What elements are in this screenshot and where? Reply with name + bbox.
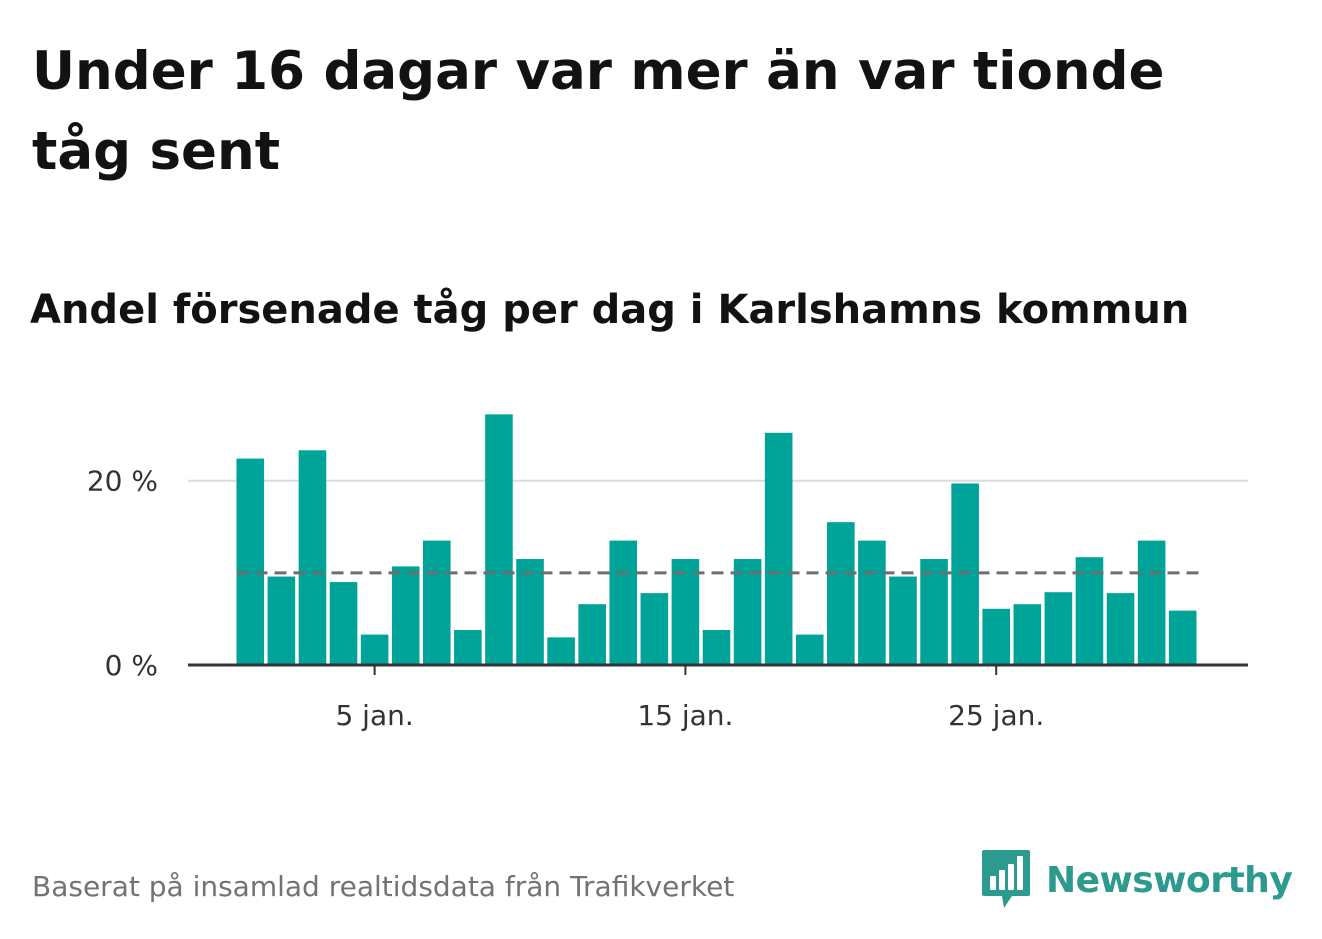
- bar: [1013, 604, 1042, 665]
- bar: [858, 540, 886, 665]
- brand-logo: Newsworthy: [980, 848, 1293, 912]
- bar: [609, 540, 638, 665]
- bar: [578, 604, 606, 665]
- bar: [1044, 592, 1073, 665]
- bar: [454, 629, 482, 665]
- x-tick-label: 15 jan.: [637, 699, 733, 732]
- bar: [329, 582, 358, 665]
- newsworthy-logo-icon: [982, 850, 1030, 908]
- bars: [236, 414, 1197, 665]
- bar: [516, 559, 544, 665]
- bar: [236, 458, 265, 665]
- bar: [671, 559, 700, 665]
- bar: [1106, 593, 1135, 665]
- bar: [640, 593, 669, 665]
- bar: [889, 576, 917, 665]
- bar: [267, 576, 296, 665]
- chart-title: Under 16 dagar var mer än var tionde tåg…: [32, 41, 1165, 182]
- bar: [360, 634, 389, 665]
- chart-subtitle: Andel försenade tåg per dag i Karlshamns…: [30, 287, 1190, 333]
- axes: 0 % 20 % 5 jan. 15 jan. 25 jan.: [87, 465, 1248, 732]
- bar: [982, 608, 1011, 665]
- bar: [702, 629, 731, 665]
- source-note: Baserat på insamlad realtidsdata från Tr…: [32, 870, 735, 903]
- bar: [733, 559, 762, 665]
- y-tick-label: 20 %: [87, 465, 158, 498]
- bar: [298, 450, 327, 665]
- bar: [764, 432, 793, 665]
- bar: [422, 540, 451, 665]
- bar: [485, 414, 513, 665]
- bar: [391, 566, 420, 665]
- bar: [920, 559, 948, 665]
- bar: [1137, 540, 1166, 665]
- bar: [1075, 557, 1104, 665]
- y-tick-label: 0 %: [105, 649, 158, 682]
- bar: [547, 637, 575, 665]
- bar: [1168, 610, 1197, 665]
- x-tick-label: 25 jan.: [948, 699, 1044, 732]
- brand-name: Newsworthy: [1046, 859, 1293, 901]
- bar-chart: 0 % 20 % 5 jan. 15 jan. 25 jan.: [87, 414, 1248, 732]
- bar: [827, 522, 855, 665]
- bar: [795, 634, 824, 665]
- x-tick-label: 5 jan.: [335, 699, 413, 732]
